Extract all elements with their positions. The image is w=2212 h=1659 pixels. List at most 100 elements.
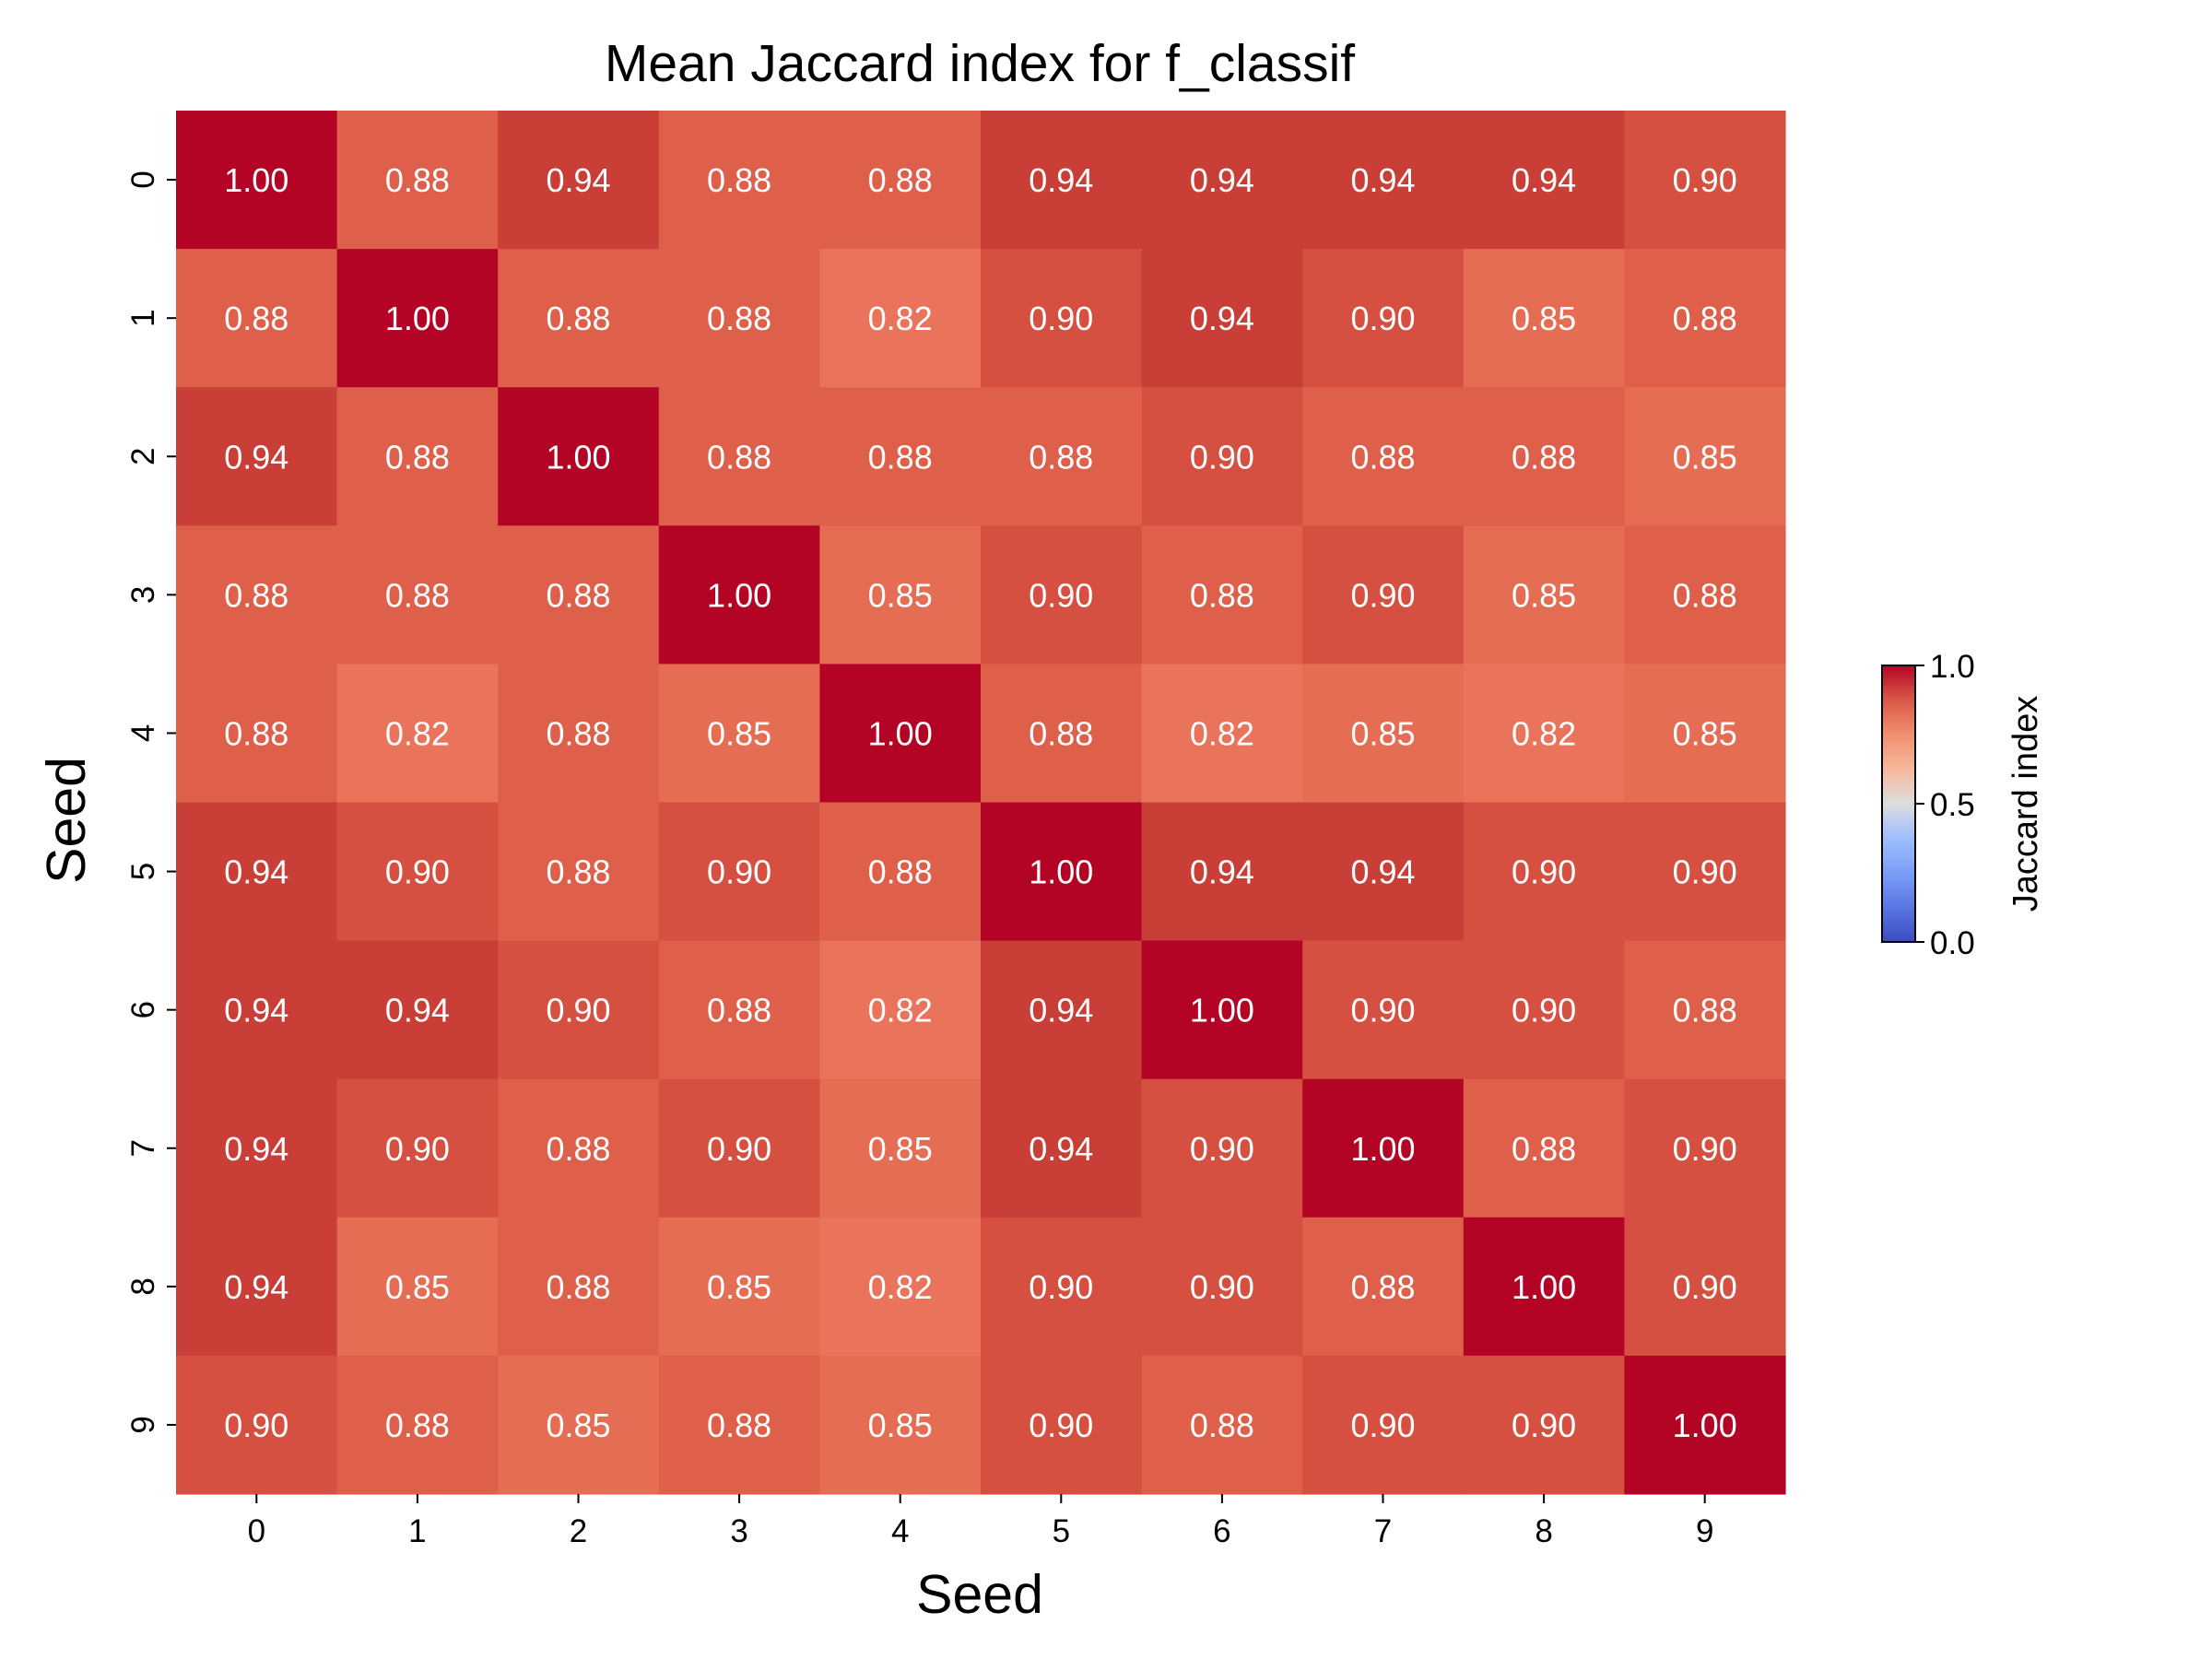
heatmap-cells: [176, 111, 1786, 1495]
x-axis-label: Seed: [916, 1564, 1043, 1625]
heatmap-cell-label: 0.90: [1673, 853, 1737, 891]
heatmap-cell-label: 0.90: [224, 1406, 288, 1444]
heatmap-cell: [819, 802, 982, 942]
heatmap-cell-label: 0.88: [707, 438, 771, 476]
heatmap-cell-label: 0.82: [868, 992, 933, 1030]
heatmap-cell: [658, 249, 820, 388]
heatmap-cell: [498, 387, 660, 526]
heatmap-cell-label: 0.88: [707, 992, 771, 1030]
heatmap-cell-label: 0.94: [224, 1130, 288, 1168]
heatmap-cell-label: 0.88: [1512, 438, 1576, 476]
heatmap-cell-label: 1.00: [385, 300, 450, 337]
heatmap-cell: [1302, 387, 1465, 526]
heatmap-cell-label: 0.90: [1512, 992, 1576, 1030]
heatmap-cell-label: 0.90: [1350, 576, 1415, 614]
heatmap-cell: [336, 940, 499, 1080]
heatmap-cell: [819, 1355, 982, 1495]
heatmap-cell-label: 0.90: [1350, 300, 1415, 337]
heatmap-cell: [1141, 111, 1303, 250]
heatmap-cell-labels: 1.00 0.88 0.94 0.88 0.88 0.94 0.94 0.94 0.94 0.90…: [224, 161, 1736, 1444]
heatmap-cell-label: 0.88: [1190, 1406, 1254, 1444]
x-tick-label: 3: [730, 1513, 747, 1549]
heatmap-cell: [1463, 664, 1625, 804]
x-tick-label: 2: [570, 1513, 587, 1549]
heatmap-cell-label: 0.90: [1029, 576, 1093, 614]
heatmap-cell: [1624, 525, 1786, 665]
heatmap-cell-label: 0.88: [546, 576, 610, 614]
heatmap-cell: [1463, 1078, 1625, 1218]
heatmap-cell-label: 0.90: [1029, 1268, 1093, 1306]
y-tick-label: 4: [125, 724, 161, 742]
heatmap-cell-label: 0.82: [1512, 714, 1576, 752]
heatmap-cell-label: 0.88: [224, 300, 288, 337]
heatmap-cell: [658, 802, 820, 942]
heatmap-cell: [1624, 1078, 1786, 1218]
heatmap-cell-label: 0.90: [1512, 853, 1576, 891]
heatmap-cell: [1463, 525, 1625, 665]
heatmap-cell: [981, 664, 1143, 804]
heatmap-cell: [1141, 664, 1303, 804]
heatmap-cell: [658, 1217, 820, 1357]
heatmap-cell: [176, 940, 338, 1080]
heatmap-cell-label: 0.94: [224, 438, 288, 476]
heatmap-cell-label: 0.82: [868, 300, 933, 337]
y-tick-label: 6: [125, 1001, 161, 1018]
heatmap-cell: [1302, 111, 1465, 250]
heatmap-cell: [1302, 1217, 1465, 1357]
x-tick-label: 8: [1535, 1513, 1552, 1549]
heatmap-cell-label: 0.90: [1190, 1268, 1254, 1306]
heatmap-cell-label: 1.00: [224, 161, 288, 199]
heatmap-cell: [1302, 1078, 1465, 1218]
heatmap-cell-label: 0.88: [1190, 576, 1254, 614]
colorbar-gradient: [1881, 665, 1916, 943]
heatmap-cell: [336, 387, 499, 526]
heatmap-cell-label: 0.88: [1350, 438, 1415, 476]
heatmap-cell-label: 0.94: [385, 992, 450, 1030]
heatmap-cell: [176, 249, 338, 388]
heatmap-cell: [658, 1078, 820, 1218]
heatmap-cell: [658, 1355, 820, 1495]
heatmap-cell: [1141, 1217, 1303, 1357]
y-axis-ticks: 0 1 2 3 4 5 6 7 8 9: [125, 171, 176, 1434]
heatmap-cell: [819, 940, 982, 1080]
heatmap-cell: [1302, 802, 1465, 942]
y-tick-label: 3: [125, 586, 161, 604]
heatmap-cell-label: 0.85: [1512, 300, 1576, 337]
heatmap-cell: [1302, 525, 1465, 665]
heatmap-cell: [1624, 387, 1786, 526]
colorbar-ticks: 0.0 0.5 1.0: [1915, 649, 1975, 961]
heatmap-cell-label: 0.88: [385, 576, 450, 614]
heatmap-cell: [498, 940, 660, 1080]
heatmap-cell-label: 0.90: [1350, 992, 1415, 1030]
heatmap-cell: [819, 1217, 982, 1357]
heatmap-cell-label: 0.90: [1029, 1406, 1093, 1444]
heatmap-cell: [819, 664, 982, 804]
x-tick-label: 5: [1053, 1513, 1070, 1549]
heatmap-cell-label: 0.88: [868, 161, 933, 199]
heatmap-cell: [1624, 664, 1786, 804]
heatmap-cell: [658, 111, 820, 250]
heatmap-cell-label: 0.88: [546, 1130, 610, 1168]
heatmap-cell: [1624, 249, 1786, 388]
heatmap-cell: [176, 802, 338, 942]
heatmap-cell: [498, 111, 660, 250]
heatmap-cell-label: 0.94: [546, 161, 610, 199]
heatmap-cell: [1141, 802, 1303, 942]
heatmap-cell-label: 0.90: [707, 1130, 771, 1168]
x-tick-label: 4: [891, 1513, 909, 1549]
heatmap-cell-label: 0.88: [1350, 1268, 1415, 1306]
heatmap-cell-label: 0.94: [1029, 992, 1093, 1030]
heatmap-cell: [1302, 940, 1465, 1080]
heatmap-cell: [981, 940, 1143, 1080]
heatmap-cell-label: 0.94: [224, 992, 288, 1030]
heatmap-cell-label: 0.94: [1029, 1130, 1093, 1168]
heatmap-cell-label: 0.90: [1029, 300, 1093, 337]
heatmap-cell-label: 1.00: [1190, 992, 1254, 1030]
heatmap-cell: [1624, 802, 1786, 942]
heatmap-cell: [1624, 1355, 1786, 1495]
heatmap-cell: [981, 1078, 1143, 1218]
y-tick-label: 8: [125, 1277, 161, 1295]
heatmap-cell-label: 1.00: [868, 714, 933, 752]
heatmap-cell-label: 0.88: [868, 438, 933, 476]
heatmap-cell: [498, 1078, 660, 1218]
